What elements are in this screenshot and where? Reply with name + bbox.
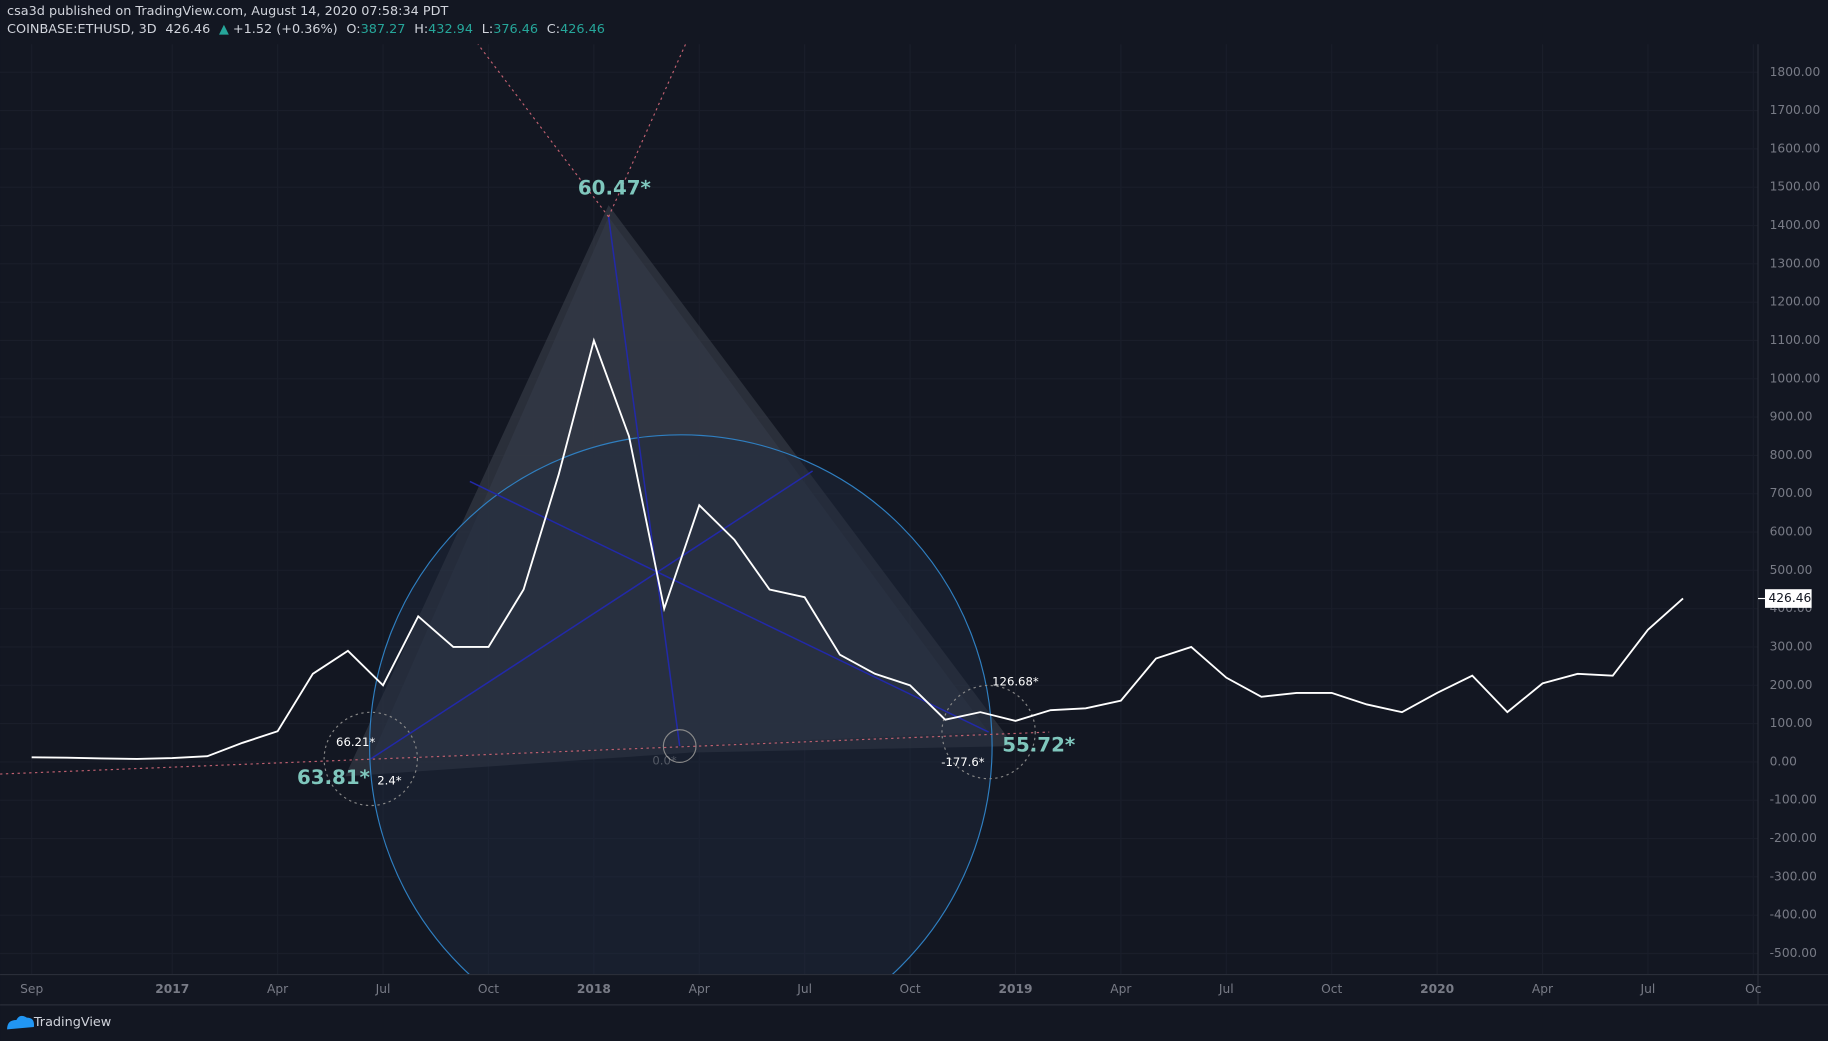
angle-arc xyxy=(323,711,418,807)
header: csa3d published on TradingView.com, Augu… xyxy=(7,4,605,36)
up-arrow: ▲ xyxy=(219,22,229,37)
x-tick-label: Oc xyxy=(1745,982,1761,996)
last-price-box xyxy=(1764,589,1812,608)
y-tick-label: 1600.00 xyxy=(1770,141,1821,155)
h-label: H: xyxy=(414,22,428,37)
angle-arc xyxy=(662,729,697,763)
y-tick-label: 1400.00 xyxy=(1770,218,1821,232)
x-tick-label: Sep xyxy=(20,982,43,996)
logo xyxy=(7,1015,35,1030)
header-line: COINBASE:ETHUSD, 3D 426.46 ▲ +1.52 (+0.3… xyxy=(7,22,605,37)
c-value: 426.46 xyxy=(560,22,605,37)
symbol: COINBASE:ETHUSD, 3D xyxy=(7,22,157,37)
c-label: C: xyxy=(547,22,560,37)
x-tick-label: Jul xyxy=(796,982,812,996)
y-tick-label: 0.00 xyxy=(1770,754,1797,768)
angle-label: 55.72* xyxy=(1002,734,1075,757)
y-tick-label: 1500.00 xyxy=(1770,180,1821,194)
x-tick-label: Oct xyxy=(478,982,499,996)
x-tick-label: Apr xyxy=(1110,982,1132,996)
ray xyxy=(477,44,610,218)
x-tick-label: 2017 xyxy=(155,982,189,996)
trend-line xyxy=(0,731,1050,775)
angle-label: 63.81* xyxy=(297,766,370,789)
last: 426.46 xyxy=(165,22,210,37)
x-tick-label: Jul xyxy=(375,982,391,996)
drawings xyxy=(0,44,1050,975)
l-value: 376.46 xyxy=(493,22,538,37)
y-tick-label: -300.00 xyxy=(1770,869,1817,883)
circumcircle xyxy=(369,434,993,975)
y-tick-label: 1100.00 xyxy=(1770,333,1821,347)
x-tick-label: 2019 xyxy=(998,982,1032,996)
y-tick-label: 1800.00 xyxy=(1770,65,1821,79)
y-tick-label: 1000.00 xyxy=(1770,371,1821,385)
y-tick-label: 1300.00 xyxy=(1770,256,1821,270)
x-tick-label: Oct xyxy=(1321,982,1342,996)
y-tick-label: 200.00 xyxy=(1770,678,1813,692)
median-line xyxy=(469,480,989,733)
x-tick-label: Apr xyxy=(689,982,711,996)
o-value: 387.27 xyxy=(361,22,406,37)
publisher: csa3d published on TradingView.com, Augu… xyxy=(7,4,448,19)
brand: TradingView xyxy=(33,1015,111,1030)
o-label: O: xyxy=(346,22,360,37)
y-tick-label: -200.00 xyxy=(1770,831,1817,845)
annotations: 60.47* 63.81* 55.72* 66.21* 2.4* 126.68*… xyxy=(297,176,1075,789)
y-tick-label: 100.00 xyxy=(1770,716,1813,730)
y-tick-label: -100.00 xyxy=(1770,793,1817,807)
median-line xyxy=(607,216,681,747)
angle-label: 66.21* xyxy=(336,735,375,749)
angle-label: -177.6* xyxy=(941,755,985,769)
x-tick-label: Jul xyxy=(1218,982,1234,996)
x-tick-label: 2020 xyxy=(1420,982,1454,996)
y-tick-label: 500.00 xyxy=(1770,563,1813,577)
last-price-label: 426.46 xyxy=(1768,591,1811,605)
angle-label: 126.68* xyxy=(992,674,1039,688)
ray xyxy=(608,44,687,218)
y-tick-label: -500.00 xyxy=(1770,946,1817,960)
y-tick-label: 600.00 xyxy=(1770,525,1813,539)
y-tick-label: 900.00 xyxy=(1770,410,1813,424)
x-tick-label: Apr xyxy=(267,982,289,996)
h-value: 432.94 xyxy=(428,22,473,37)
triangle-band xyxy=(345,205,1015,777)
x-tick-label: Oct xyxy=(900,982,921,996)
x-tick-label: Apr xyxy=(1532,982,1554,996)
angle-label: 2.4* xyxy=(377,774,402,788)
angle-label: 60.47* xyxy=(578,176,651,199)
series-layer xyxy=(31,337,1684,760)
y-tick-label: 1200.00 xyxy=(1770,295,1821,309)
footer: TradingView xyxy=(7,1015,111,1030)
median-line xyxy=(370,470,813,760)
y-tick-label: 800.00 xyxy=(1770,448,1813,462)
y-tick-label: 300.00 xyxy=(1770,639,1813,653)
change: +1.52 (+0.36%) xyxy=(233,22,338,37)
y-tick-label: -400.00 xyxy=(1770,908,1817,922)
angle-arc xyxy=(941,684,1036,780)
x-tick-label: Jul xyxy=(1640,982,1656,996)
y-tick-label: 700.00 xyxy=(1770,486,1813,500)
angle-label: 0.0* xyxy=(652,754,677,768)
price-line xyxy=(31,337,1684,760)
x-tick-label: 2018 xyxy=(577,982,611,996)
y-tick-label: 1700.00 xyxy=(1770,103,1821,117)
l-label: L: xyxy=(482,22,493,37)
